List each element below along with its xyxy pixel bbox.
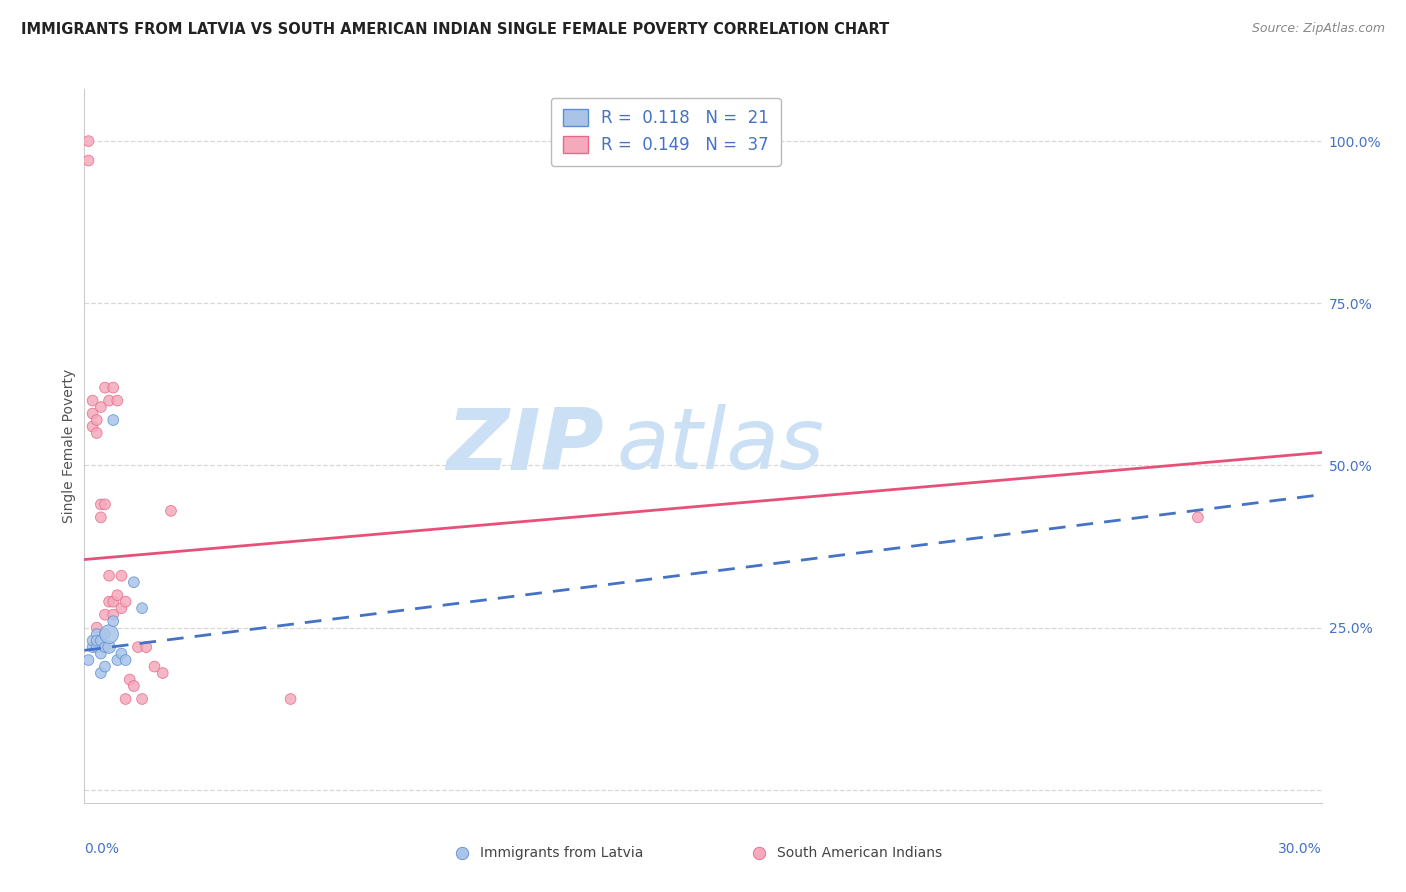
Text: ZIP: ZIP: [446, 404, 605, 488]
Point: [160, 504, 183, 518]
Point: [90, 400, 112, 414]
Point: [82, 633, 104, 648]
Text: South American Indians: South American Indians: [778, 846, 942, 860]
Point: [105, 393, 128, 408]
Text: atlas: atlas: [616, 404, 824, 488]
Point: [280, 692, 302, 706]
Point: [90, 647, 112, 661]
Point: [82, 407, 104, 421]
Point: [110, 601, 132, 615]
Point: [1187, 510, 1209, 524]
Point: [77, 653, 100, 667]
Text: Source: ZipAtlas.com: Source: ZipAtlas.com: [1251, 22, 1385, 36]
Point: [103, 413, 125, 427]
Point: [94, 497, 117, 511]
Point: [98, 627, 121, 641]
Point: [105, 588, 128, 602]
Point: [94, 381, 117, 395]
Point: [86, 640, 108, 654]
Point: [110, 647, 132, 661]
Point: [86, 627, 108, 641]
Point: [118, 673, 141, 687]
Point: [98, 393, 121, 408]
Point: [90, 497, 112, 511]
Point: [103, 595, 125, 609]
Point: [152, 666, 174, 681]
Point: [90, 510, 112, 524]
Point: [82, 640, 104, 654]
Point: [77, 153, 100, 168]
Point: [114, 692, 136, 706]
Point: [127, 640, 149, 654]
Point: [90, 633, 112, 648]
Point: [110, 568, 132, 582]
Point: [94, 659, 117, 673]
Text: Immigrants from Latvia: Immigrants from Latvia: [481, 846, 644, 860]
Point: [1331, 828, 1354, 842]
Point: [94, 627, 117, 641]
Point: [98, 568, 121, 582]
Point: [86, 425, 108, 440]
Point: [82, 419, 104, 434]
Point: [94, 607, 117, 622]
Point: [131, 601, 153, 615]
Point: [86, 633, 108, 648]
Point: [86, 413, 108, 427]
Point: [103, 381, 125, 395]
Text: 0.0%: 0.0%: [84, 842, 120, 856]
Point: [105, 653, 128, 667]
Point: [122, 679, 145, 693]
Point: [114, 595, 136, 609]
Point: [135, 640, 157, 654]
Point: [103, 607, 125, 622]
Legend: R =  0.118   N =  21, R =  0.149   N =  37: R = 0.118 N = 21, R = 0.149 N = 37: [551, 97, 780, 166]
Point: [131, 692, 153, 706]
Point: [82, 393, 104, 408]
Point: [98, 640, 121, 654]
Point: [122, 575, 145, 590]
Point: [90, 666, 112, 681]
Point: [86, 621, 108, 635]
Point: [114, 653, 136, 667]
Text: IMMIGRANTS FROM LATVIA VS SOUTH AMERICAN INDIAN SINGLE FEMALE POVERTY CORRELATIO: IMMIGRANTS FROM LATVIA VS SOUTH AMERICAN…: [21, 22, 890, 37]
Point: [77, 134, 100, 148]
Point: [94, 640, 117, 654]
Point: [98, 595, 121, 609]
Point: [143, 659, 166, 673]
Text: 30.0%: 30.0%: [1278, 842, 1322, 856]
Point: [103, 614, 125, 628]
Y-axis label: Single Female Poverty: Single Female Poverty: [62, 369, 76, 523]
